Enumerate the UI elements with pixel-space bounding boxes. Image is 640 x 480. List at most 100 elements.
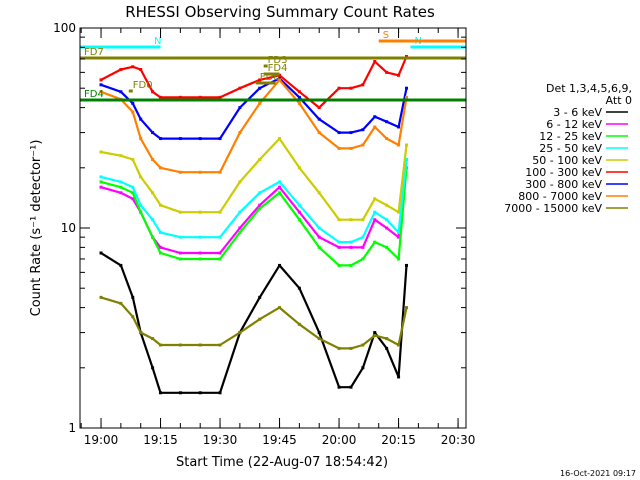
series-point-0-5 bbox=[159, 391, 163, 395]
series-point-3-7 bbox=[198, 235, 202, 239]
series-point-4-0 bbox=[99, 150, 103, 154]
series-point-5-18 bbox=[385, 70, 389, 74]
series-point-8-16 bbox=[361, 343, 365, 347]
series-point-5-1 bbox=[119, 68, 123, 72]
series-point-0-11 bbox=[278, 263, 282, 267]
series-point-7-5 bbox=[159, 166, 163, 170]
series-point-6-1 bbox=[119, 90, 123, 94]
series-point-6-3 bbox=[139, 117, 143, 121]
series-point-1-11 bbox=[278, 185, 282, 189]
series-point-3-16 bbox=[361, 235, 365, 239]
series-point-7-4 bbox=[151, 158, 155, 162]
series-point-8-4 bbox=[151, 337, 155, 341]
legend-label-3: 25 - 50 keV bbox=[539, 142, 602, 155]
series-point-4-10 bbox=[258, 158, 262, 162]
series-point-0-2 bbox=[131, 295, 135, 299]
series-point-5-5 bbox=[159, 95, 163, 99]
x-tick-label-3: 19:45 bbox=[262, 433, 297, 447]
x-tick-label-1: 19:15 bbox=[143, 433, 178, 447]
x-tick-label-2: 19:30 bbox=[203, 433, 238, 447]
y-tick-label-1: 10 bbox=[61, 221, 76, 235]
series-point-4-3 bbox=[139, 175, 143, 179]
x-tick-label-4: 20:00 bbox=[322, 433, 357, 447]
series-point-1-9 bbox=[238, 226, 242, 230]
legend-label-7: 800 - 7000 keV bbox=[518, 190, 602, 203]
series-point-8-19 bbox=[397, 343, 401, 347]
series-point-5-15 bbox=[349, 86, 353, 90]
series-point-5-17 bbox=[373, 59, 377, 63]
series-point-6-4 bbox=[151, 131, 155, 135]
y-tick-label-2: 100 bbox=[53, 21, 76, 35]
series-point-7-14 bbox=[337, 146, 341, 150]
series-point-5-12 bbox=[297, 90, 301, 94]
plot-area bbox=[99, 55, 408, 395]
series-point-6-6 bbox=[178, 137, 182, 141]
series-point-7-8 bbox=[218, 170, 222, 174]
series-point-6-13 bbox=[317, 117, 321, 121]
series-point-5-9 bbox=[238, 86, 242, 90]
series-point-4-1 bbox=[119, 154, 123, 158]
legend-label-5: 100 - 300 keV bbox=[525, 166, 602, 179]
series-point-4-5 bbox=[159, 203, 163, 207]
series-point-8-6 bbox=[178, 343, 182, 347]
series-point-6-11 bbox=[278, 76, 282, 80]
series-point-1-5 bbox=[159, 245, 163, 249]
series-point-0-16 bbox=[361, 366, 365, 370]
series-point-8-3 bbox=[139, 331, 143, 335]
series-point-5-7 bbox=[198, 95, 202, 99]
series-point-6-5 bbox=[159, 137, 163, 141]
series-point-0-18 bbox=[385, 346, 389, 350]
series-point-2-12 bbox=[297, 218, 301, 222]
series-point-8-20 bbox=[404, 306, 408, 310]
series-point-0-6 bbox=[178, 391, 182, 395]
series-point-8-14 bbox=[337, 346, 341, 350]
flag-label-7: FD0 bbox=[133, 80, 153, 91]
series-point-6-16 bbox=[361, 128, 365, 132]
series-point-8-1 bbox=[119, 301, 123, 305]
flag-bars: NNSFD7FD3FD4FD6FD0FD4 bbox=[80, 30, 466, 102]
series-point-8-9 bbox=[238, 331, 242, 335]
series-point-3-19 bbox=[397, 230, 401, 234]
series-point-2-17 bbox=[373, 240, 377, 244]
series-point-4-2 bbox=[131, 158, 135, 162]
series-point-7-16 bbox=[361, 143, 365, 147]
series-point-8-2 bbox=[131, 315, 135, 319]
series-point-4-4 bbox=[151, 191, 155, 195]
series-point-3-13 bbox=[317, 226, 321, 230]
series-point-2-8 bbox=[218, 257, 222, 261]
series-point-2-18 bbox=[385, 245, 389, 249]
series-point-3-14 bbox=[337, 240, 341, 244]
series-point-0-12 bbox=[297, 286, 301, 290]
series-point-2-5 bbox=[159, 251, 163, 255]
series-point-6-14 bbox=[337, 131, 341, 135]
series-point-3-8 bbox=[218, 235, 222, 239]
series-point-2-2 bbox=[131, 191, 135, 195]
series-point-6-12 bbox=[297, 95, 301, 99]
series-point-6-17 bbox=[373, 115, 377, 119]
series-point-3-4 bbox=[151, 218, 155, 222]
series-point-2-0 bbox=[99, 180, 103, 184]
series-point-8-18 bbox=[385, 337, 389, 341]
series-point-0-7 bbox=[198, 391, 202, 395]
legend-label-6: 300 - 800 keV bbox=[525, 178, 602, 191]
series-point-8-5 bbox=[159, 343, 163, 347]
series-point-2-19 bbox=[397, 257, 401, 261]
series-point-2-3 bbox=[139, 210, 143, 214]
series-point-1-6 bbox=[178, 251, 182, 255]
series-point-0-1 bbox=[119, 263, 123, 267]
series-point-5-8 bbox=[218, 95, 222, 99]
legend-label-1: 6 - 12 keV bbox=[546, 118, 602, 131]
series-point-2-6 bbox=[178, 257, 182, 261]
series-point-6-9 bbox=[238, 106, 242, 110]
series-point-4-14 bbox=[337, 218, 341, 222]
x-tick-label-6: 20:30 bbox=[441, 433, 476, 447]
series-point-5-3 bbox=[139, 68, 143, 72]
series-point-5-2 bbox=[131, 65, 135, 69]
series-point-3-17 bbox=[373, 210, 377, 214]
series-point-3-6 bbox=[178, 235, 182, 239]
chart-title: RHESSI Observing Summary Count Rates bbox=[125, 3, 435, 21]
series-point-6-18 bbox=[385, 120, 389, 124]
series-point-1-8 bbox=[218, 251, 222, 255]
series-point-6-19 bbox=[397, 125, 401, 129]
series-point-5-19 bbox=[397, 73, 401, 77]
